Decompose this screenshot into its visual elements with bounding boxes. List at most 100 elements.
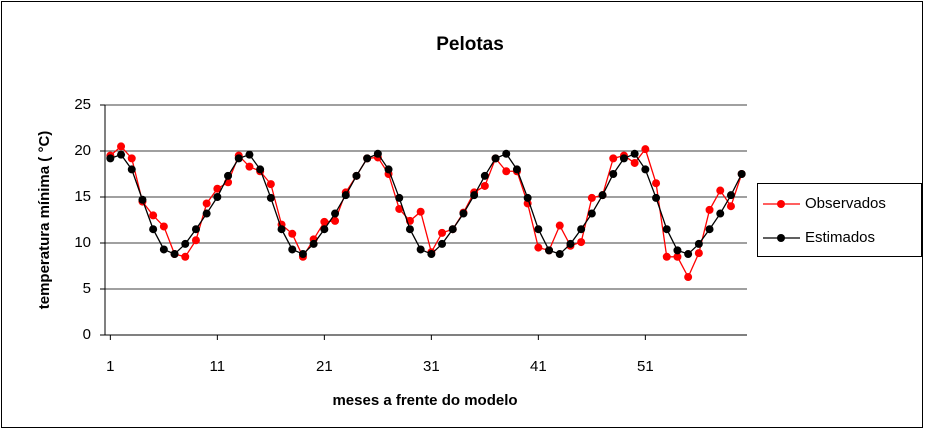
- chart-title: Pelotas: [436, 34, 504, 55]
- data-point: [245, 150, 254, 159]
- data-point: [684, 250, 693, 259]
- data-point: [320, 225, 329, 234]
- data-point: [737, 170, 746, 178]
- legend-marker: [777, 234, 785, 242]
- data-point: [159, 222, 168, 231]
- data-point: [673, 246, 682, 255]
- data-point: [159, 245, 168, 254]
- data-point: [245, 162, 254, 171]
- data-point: [587, 209, 596, 218]
- data-point: [480, 171, 489, 180]
- data-point: [641, 145, 650, 154]
- data-point: [341, 191, 350, 200]
- data-point: [106, 154, 115, 163]
- x-axis-label: meses a frente do modelo: [332, 392, 517, 409]
- data-point: [331, 216, 340, 225]
- data-point: [117, 150, 126, 159]
- data-point: [234, 154, 243, 163]
- data-point: [459, 209, 468, 218]
- data-point: [512, 165, 521, 174]
- data-point: [480, 181, 489, 190]
- legend-marker: [777, 200, 785, 208]
- data-point: [609, 154, 618, 163]
- data-point: [555, 250, 564, 259]
- data-point: [170, 250, 179, 259]
- data-point: [491, 154, 500, 163]
- data-point: [716, 209, 725, 218]
- data-point: [705, 205, 714, 214]
- data-point: [502, 149, 511, 158]
- data-point: [630, 149, 639, 158]
- x-tick-label: 11: [210, 358, 226, 375]
- y-tick-label: 10: [74, 234, 91, 251]
- y-tick-label: 15: [74, 188, 91, 205]
- data-point: [652, 193, 661, 202]
- data-point: [673, 252, 682, 261]
- data-point: [438, 239, 447, 248]
- y-tick-label: 5: [83, 280, 91, 297]
- data-point: [726, 202, 735, 211]
- data-point: [619, 154, 628, 163]
- data-point: [288, 245, 297, 254]
- data-point: [587, 193, 596, 202]
- data-point: [416, 207, 425, 216]
- x-tick-label: 21: [316, 358, 333, 375]
- data-point: [395, 193, 404, 202]
- data-point: [427, 250, 436, 259]
- data-point: [545, 246, 554, 255]
- data-point: [716, 186, 725, 195]
- data-point: [298, 250, 307, 259]
- data-point: [555, 221, 564, 230]
- data-point: [438, 228, 447, 237]
- data-point: [331, 209, 340, 218]
- x-tick-label: 51: [637, 358, 654, 375]
- data-point: [266, 180, 275, 189]
- legend-label: Estimados: [805, 229, 875, 246]
- data-point: [416, 245, 425, 254]
- data-point: [448, 225, 457, 234]
- data-point: [470, 191, 479, 200]
- data-point: [117, 142, 126, 151]
- data-point: [684, 273, 693, 282]
- data-point: [694, 239, 703, 248]
- data-point: [181, 239, 190, 248]
- data-point: [395, 204, 404, 213]
- data-point: [705, 225, 714, 234]
- x-tick-label: 31: [423, 358, 440, 375]
- data-point: [138, 195, 147, 204]
- data-point: [662, 225, 671, 234]
- data-point: [726, 191, 735, 200]
- y-tick-label: 20: [74, 142, 91, 159]
- data-point: [149, 225, 158, 234]
- data-point: [256, 165, 265, 174]
- data-point: [213, 184, 222, 193]
- data-point: [694, 249, 703, 258]
- data-point: [523, 193, 532, 202]
- data-point: [127, 165, 136, 174]
- data-point: [609, 170, 618, 178]
- data-point: [534, 243, 543, 252]
- data-point: [266, 193, 275, 202]
- data-point: [577, 225, 586, 234]
- data-point: [384, 165, 393, 174]
- data-point: [662, 252, 671, 261]
- y-tick-label: 0: [83, 326, 91, 343]
- data-point: [320, 217, 329, 226]
- data-point: [566, 239, 575, 248]
- data-point: [288, 229, 297, 238]
- data-point: [202, 209, 211, 218]
- data-point: [373, 149, 382, 158]
- legend: [757, 183, 922, 257]
- data-point: [127, 154, 136, 163]
- data-point: [181, 252, 190, 261]
- data-point: [363, 154, 372, 163]
- data-point: [224, 171, 233, 180]
- y-axis-label: temperatura mínima ( °C): [36, 131, 53, 310]
- data-point: [652, 179, 661, 188]
- data-point: [202, 199, 211, 208]
- legend-label: Observados: [805, 195, 886, 212]
- x-tick-label: 41: [530, 358, 547, 375]
- y-tick-label: 25: [74, 96, 91, 113]
- data-point: [309, 239, 318, 248]
